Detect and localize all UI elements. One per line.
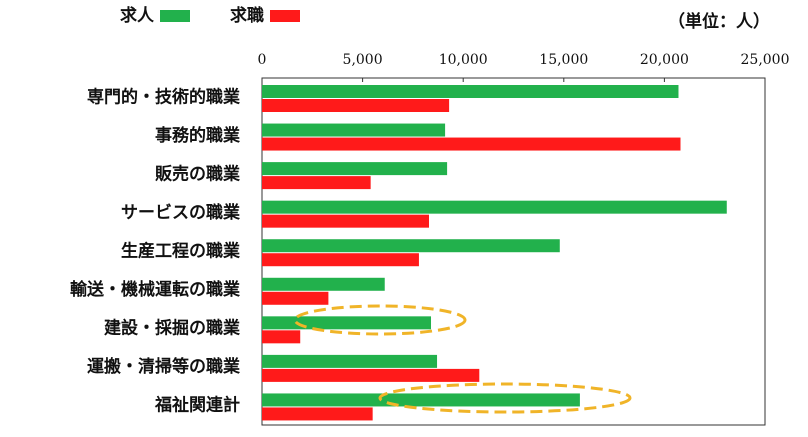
x-tick-label: 0 xyxy=(258,52,267,68)
bar xyxy=(262,176,371,190)
y-tick-label: 福祉関連計 xyxy=(154,395,240,416)
bar xyxy=(262,85,679,98)
x-tick-label: 10,000 xyxy=(439,52,488,68)
bar xyxy=(262,393,580,407)
x-tick-label: 15,000 xyxy=(539,52,588,68)
bar xyxy=(262,277,385,291)
x-tick-label: 25,000 xyxy=(741,52,790,68)
bar xyxy=(262,291,329,305)
y-tick-label: 事務的職業 xyxy=(155,125,240,146)
y-tick-label: 輸送・機械運転の職業 xyxy=(70,279,240,300)
bar xyxy=(262,214,429,228)
y-tick-label: 生産工程の職業 xyxy=(121,241,240,262)
legend-swatch xyxy=(160,10,190,22)
bar xyxy=(262,239,560,253)
bar xyxy=(262,407,373,421)
bar xyxy=(262,200,727,214)
bar xyxy=(262,316,432,330)
y-tick-label: 運搬・清掃等の職業 xyxy=(87,356,240,377)
unit-label: （単位：人） xyxy=(668,11,770,32)
highlight-ellipse xyxy=(378,382,632,414)
bar xyxy=(262,123,446,137)
legend-label: 求人 xyxy=(120,5,155,26)
bar xyxy=(262,253,419,267)
x-tick-label: 5,000 xyxy=(343,52,383,68)
bar xyxy=(262,99,450,112)
y-tick-label: 専門的・技術的職業 xyxy=(87,86,240,107)
legend-label: 求職 xyxy=(230,5,264,26)
bar xyxy=(262,368,480,382)
bar xyxy=(262,330,301,344)
bar xyxy=(262,354,438,368)
y-tick-label: サービスの職業 xyxy=(121,202,240,223)
y-tick-label: 建設・採掘の職業 xyxy=(104,318,240,339)
x-tick-label: 20,000 xyxy=(640,52,689,68)
y-tick-label: 販売の職業 xyxy=(155,163,240,184)
legend-swatch xyxy=(270,10,300,22)
bar xyxy=(262,137,681,151)
highlight-ellipse xyxy=(293,304,467,336)
bar xyxy=(262,162,448,176)
